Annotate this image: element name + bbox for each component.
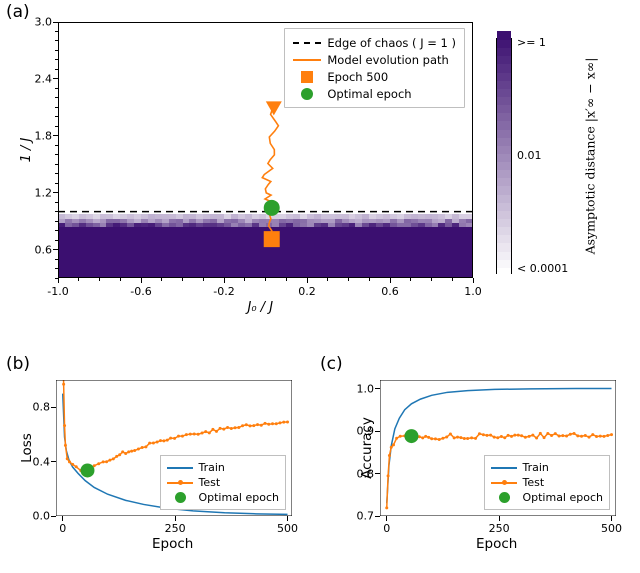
panel-label-c: (c)	[320, 354, 343, 374]
accuracy-legend: TrainTestOptimal epoch	[484, 455, 610, 510]
figure-root: (a) -1.0-0.6-0.20.20.61.00.61.21.82.43.0…	[0, 0, 640, 573]
heatmap-legend: Edge of chaos ( J = 1 )Model evolution p…	[284, 28, 465, 108]
phase-diagram-heatmap: -1.0-0.6-0.20.20.61.00.61.21.82.43.0 Edg…	[58, 22, 473, 278]
colorbar-label: Asymptotic distance |x′∞ − x∞|	[583, 58, 598, 255]
loss-legend: TrainTestOptimal epoch	[160, 455, 286, 510]
heatmap-y-label: 1 / J	[19, 138, 34, 163]
accuracy-plot: 02505000.70.80.91.0 TrainTestOptimal epo…	[380, 380, 616, 516]
colorbar	[496, 38, 512, 274]
heatmap-x-label: J₀ / J	[248, 300, 274, 315]
loss-plot: 02505000.00.40.8 TrainTestOptimal epoch …	[56, 380, 292, 516]
panel-label-b: (b)	[6, 354, 30, 374]
